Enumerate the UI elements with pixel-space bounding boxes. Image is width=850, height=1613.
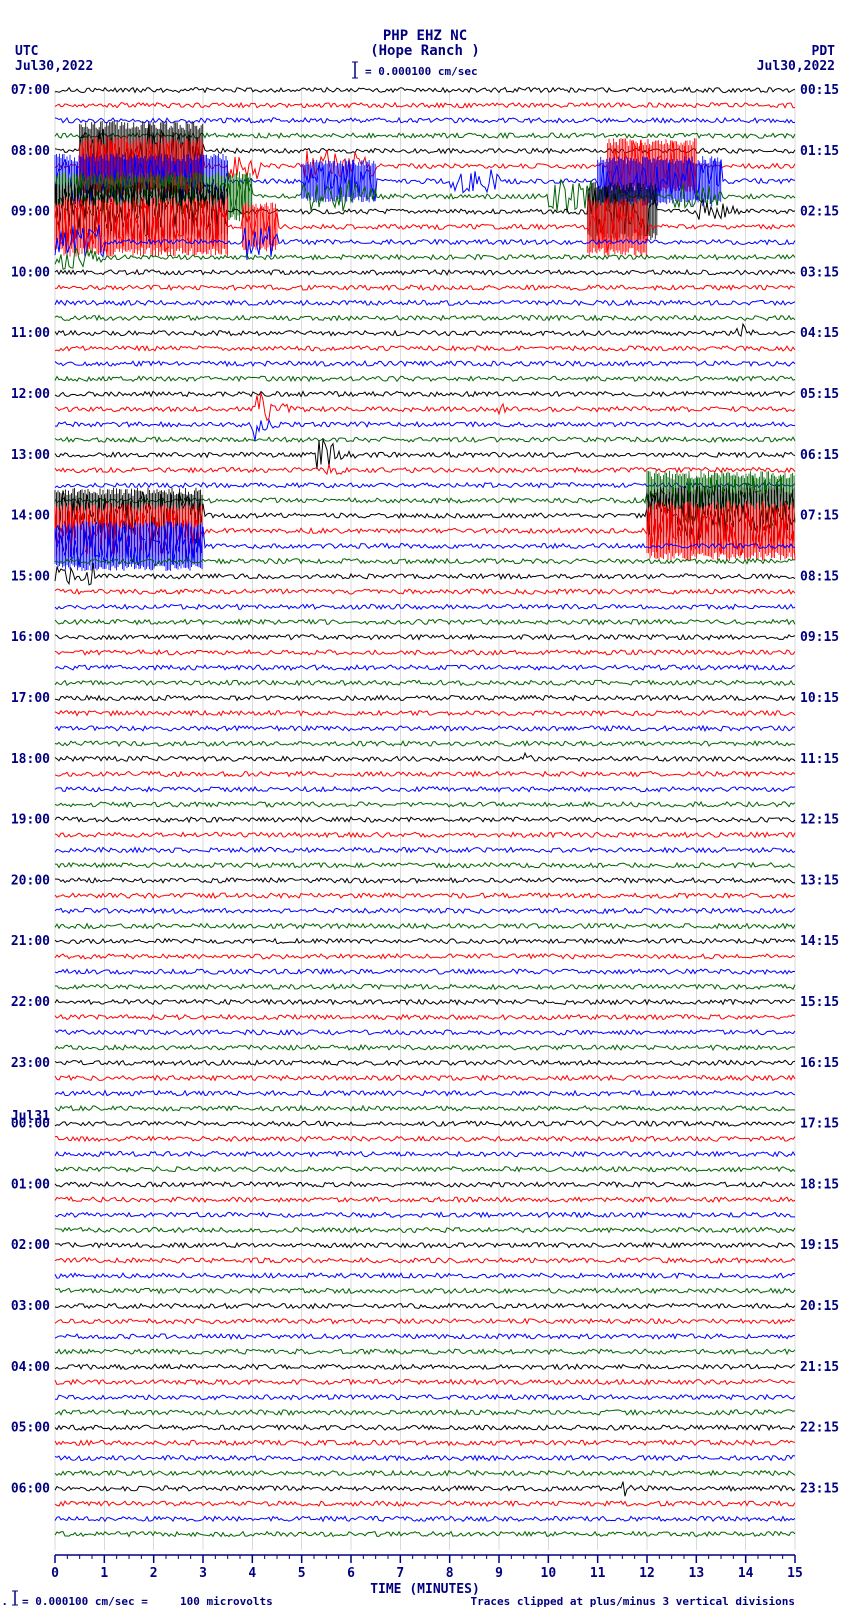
svg-text:06:15: 06:15	[800, 448, 839, 463]
svg-text:= 0.000100 cm/sec: = 0.000100 cm/sec	[365, 65, 478, 78]
svg-text:19:15: 19:15	[800, 1238, 839, 1253]
svg-text:TIME (MINUTES): TIME (MINUTES)	[370, 1582, 480, 1597]
svg-text:7: 7	[396, 1566, 404, 1581]
svg-text:11:15: 11:15	[800, 752, 839, 767]
helicorder-container: PHP EHZ NC(Hope Ranch ) = 0.000100 cm/sec…	[0, 0, 850, 1613]
svg-text:10:15: 10:15	[800, 691, 839, 706]
svg-text:20:00: 20:00	[11, 873, 50, 888]
svg-text:18:00: 18:00	[11, 752, 50, 767]
svg-text:04:00: 04:00	[11, 1360, 50, 1375]
svg-text:.: .	[1, 1595, 8, 1608]
svg-text:13: 13	[689, 1566, 705, 1581]
svg-text:23:15: 23:15	[800, 1481, 839, 1496]
svg-text:2: 2	[150, 1566, 158, 1581]
svg-text:00:15: 00:15	[800, 83, 839, 98]
svg-text:9: 9	[495, 1566, 503, 1581]
svg-text:06:00: 06:00	[11, 1481, 50, 1496]
svg-text:Jul30,2022: Jul30,2022	[757, 59, 835, 74]
svg-text:01:15: 01:15	[800, 144, 839, 159]
svg-text:01:00: 01:00	[11, 1177, 50, 1192]
svg-text:08:00: 08:00	[11, 144, 50, 159]
svg-text:14:00: 14:00	[11, 509, 50, 524]
svg-text:14: 14	[738, 1566, 754, 1581]
svg-text:15:00: 15:00	[11, 569, 50, 584]
svg-text:14:15: 14:15	[800, 934, 839, 949]
svg-text:04:15: 04:15	[800, 326, 839, 341]
svg-text:8: 8	[446, 1566, 454, 1581]
svg-text:20:15: 20:15	[800, 1299, 839, 1314]
svg-text:03:15: 03:15	[800, 265, 839, 280]
svg-text:12: 12	[639, 1566, 655, 1581]
svg-text:02:15: 02:15	[800, 205, 839, 220]
svg-text:10: 10	[541, 1566, 557, 1581]
svg-text:PHP EHZ NC: PHP EHZ NC	[383, 28, 467, 44]
svg-text:22:15: 22:15	[800, 1421, 839, 1436]
svg-text:09:00: 09:00	[11, 205, 50, 220]
svg-text:16:15: 16:15	[800, 1056, 839, 1071]
svg-text:21:00: 21:00	[11, 934, 50, 949]
svg-text:17:00: 17:00	[11, 691, 50, 706]
svg-text:Jul30,2022: Jul30,2022	[15, 59, 93, 74]
svg-text:00:00: 00:00	[11, 1117, 50, 1132]
svg-text:22:00: 22:00	[11, 995, 50, 1010]
svg-text:09:15: 09:15	[800, 630, 839, 645]
svg-text:3: 3	[199, 1566, 207, 1581]
svg-text:PDT: PDT	[812, 44, 836, 59]
svg-text:0: 0	[51, 1566, 59, 1581]
svg-text:11:00: 11:00	[11, 326, 50, 341]
svg-text:13:00: 13:00	[11, 448, 50, 463]
svg-text:1: 1	[100, 1566, 108, 1581]
svg-text:UTC: UTC	[15, 44, 38, 59]
svg-text:12:15: 12:15	[800, 813, 839, 828]
svg-text:05:15: 05:15	[800, 387, 839, 402]
svg-text:07:15: 07:15	[800, 509, 839, 524]
svg-text:15: 15	[787, 1566, 803, 1581]
svg-text:Traces clipped at plus/minus 3: Traces clipped at plus/minus 3 vertical …	[470, 1595, 795, 1608]
svg-text:21:15: 21:15	[800, 1360, 839, 1375]
svg-text:15:15: 15:15	[800, 995, 839, 1010]
svg-text:13:15: 13:15	[800, 873, 839, 888]
svg-text:08:15: 08:15	[800, 569, 839, 584]
svg-text:100 microvolts: 100 microvolts	[180, 1595, 273, 1608]
svg-text:6: 6	[347, 1566, 355, 1581]
svg-text:18:15: 18:15	[800, 1177, 839, 1192]
svg-text:07:00: 07:00	[11, 83, 50, 98]
svg-text:10:00: 10:00	[11, 265, 50, 280]
svg-text:4: 4	[248, 1566, 256, 1581]
svg-text:= 0.000100 cm/sec =: = 0.000100 cm/sec =	[22, 1595, 148, 1608]
svg-text:(Hope Ranch ): (Hope Ranch )	[370, 43, 480, 59]
svg-text:19:00: 19:00	[11, 813, 50, 828]
svg-text:03:00: 03:00	[11, 1299, 50, 1314]
svg-text:02:00: 02:00	[11, 1238, 50, 1253]
svg-text:5: 5	[298, 1566, 306, 1581]
svg-text:05:00: 05:00	[11, 1421, 50, 1436]
svg-text:23:00: 23:00	[11, 1056, 50, 1071]
svg-text:16:00: 16:00	[11, 630, 50, 645]
svg-text:12:00: 12:00	[11, 387, 50, 402]
svg-text:11: 11	[590, 1566, 606, 1581]
svg-text:17:15: 17:15	[800, 1117, 839, 1132]
helicorder-plot: PHP EHZ NC(Hope Ranch ) = 0.000100 cm/sec…	[0, 0, 850, 1613]
